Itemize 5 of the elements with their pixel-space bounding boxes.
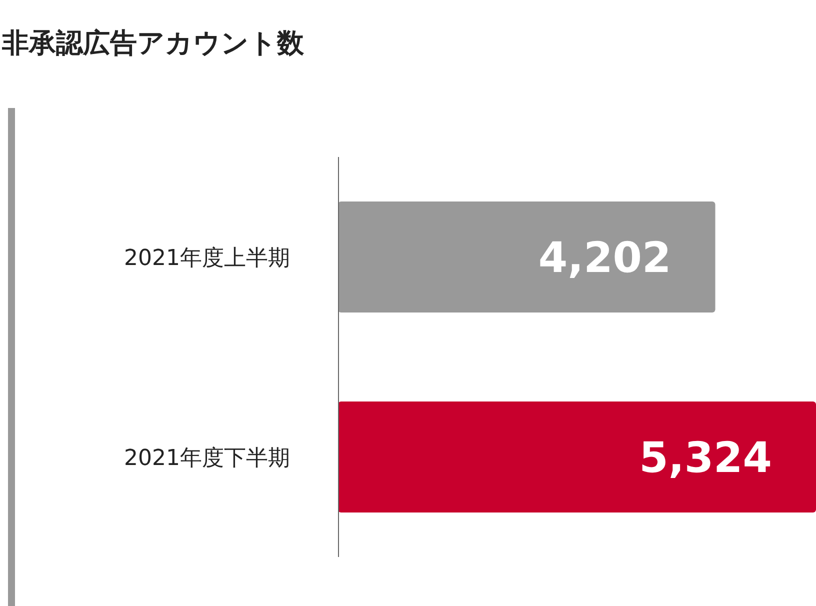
y-tick-label: 2021年度下半期 xyxy=(124,446,290,471)
y-tick-label: 2021年度上半期 xyxy=(124,246,290,271)
data-label: 5,324 xyxy=(639,433,772,482)
data-label: 4,202 xyxy=(538,233,672,282)
chart-title: 非承認広告アカウント数 xyxy=(1,28,305,59)
